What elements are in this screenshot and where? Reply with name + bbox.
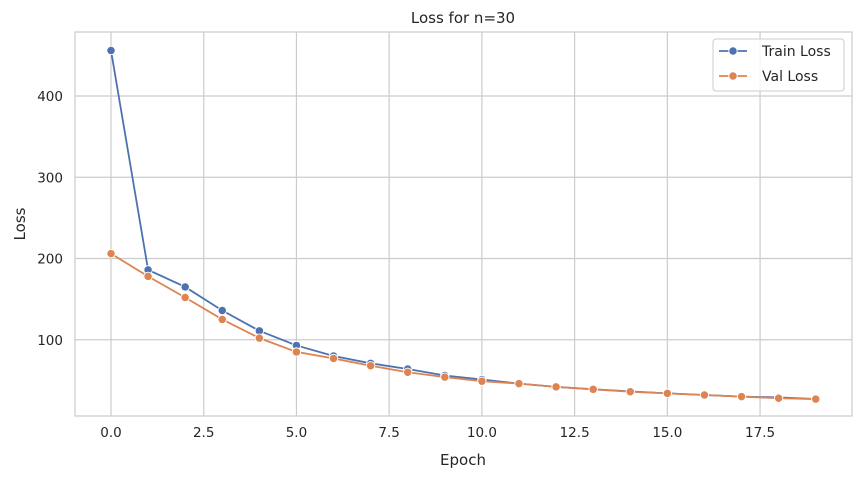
val-loss-point — [736, 391, 747, 402]
val-loss-point — [291, 347, 302, 357]
y-axis-label: Loss — [11, 207, 29, 240]
x-tick-label: 17.5 — [745, 425, 775, 441]
val-loss-point — [514, 378, 524, 389]
x-tick-label: 2.5 — [193, 425, 214, 441]
y-ticks: 100 200 300 400 — [37, 89, 63, 349]
val-loss-point — [254, 333, 265, 343]
val-loss-point — [217, 314, 227, 325]
x-ticks: 0.0 2.5 5.0 7.5 10.0 12.5 15.0 17.5 — [100, 425, 775, 441]
x-tick-label: 0.0 — [100, 425, 121, 441]
x-tick-label: 5.0 — [286, 425, 307, 441]
train-loss-point — [217, 305, 227, 316]
val-loss-point — [551, 382, 561, 392]
y-tick-label: 200 — [37, 252, 63, 268]
y-tick-label: 100 — [37, 333, 63, 349]
x-tick-label: 7.5 — [378, 425, 399, 441]
legend: Train Loss Val Loss — [712, 38, 845, 92]
x-tick-label: 15.0 — [652, 425, 682, 441]
grid — [75, 32, 852, 416]
val-loss-legend-label: Val Loss — [762, 69, 818, 85]
train-loss-legend-label: Train Loss — [761, 44, 831, 60]
val-loss-point — [180, 292, 190, 303]
train-loss-line — [110, 50, 816, 400]
val-loss-point — [699, 390, 710, 400]
val-loss-point — [811, 394, 821, 404]
val-loss-point — [588, 384, 598, 394]
y-tick-label: 400 — [37, 89, 63, 105]
plot-frame — [74, 31, 853, 417]
x-tick-label: 10.0 — [467, 425, 497, 441]
val-loss-point — [477, 376, 487, 386]
val-loss-point — [440, 372, 450, 382]
chart-title: Loss for n=30 — [411, 9, 515, 27]
x-axis-label: Epoch — [440, 451, 486, 469]
val-loss-point — [106, 248, 116, 259]
legend-box — [712, 38, 845, 92]
train-loss-point — [106, 45, 116, 56]
val-loss-point — [143, 271, 153, 282]
train-loss-legend-marker — [728, 46, 738, 56]
val-loss-point — [625, 387, 635, 397]
val-loss-legend-marker — [728, 71, 738, 81]
series-layer — [106, 45, 821, 404]
val-loss-point — [662, 388, 672, 399]
val-loss-line — [110, 252, 816, 400]
val-loss-point — [773, 393, 784, 403]
val-loss-point — [328, 353, 339, 364]
x-tick-label: 12.5 — [560, 425, 590, 441]
y-tick-label: 300 — [37, 170, 63, 186]
train-loss-point — [180, 282, 190, 292]
val-loss-point — [403, 367, 413, 377]
val-loss-point — [365, 361, 376, 371]
